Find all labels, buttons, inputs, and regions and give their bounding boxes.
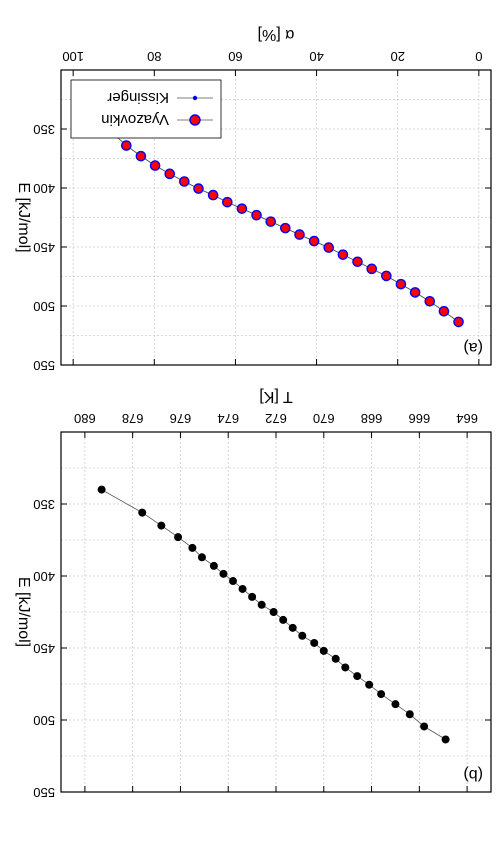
panel-b-series-0-point bbox=[197, 553, 206, 562]
panel-b-series-0-point bbox=[353, 672, 362, 681]
panel-a-x-tick-label: 20 bbox=[390, 49, 404, 64]
panel-a-legend-marker-0 bbox=[192, 95, 198, 101]
panel-a-x-tick-label: 60 bbox=[228, 49, 242, 64]
panel-b-x-tick-label: 672 bbox=[265, 411, 287, 426]
panel-b-x-tick-label: 676 bbox=[170, 411, 192, 426]
panel-a-series-1-point bbox=[352, 256, 363, 268]
panel-a-series-1-point bbox=[179, 176, 190, 187]
panel-b-y-tick-label: 450 bbox=[33, 641, 55, 656]
panel-b-series-0-point bbox=[229, 577, 237, 586]
panel-b-group: 664 666 668 670 672 674 676 678 680 T [K] 350 400 45… bbox=[15, 388, 492, 800]
panel-a-series-1-line bbox=[93, 106, 459, 323]
panel-b-series-0-point bbox=[174, 533, 183, 542]
panel-b-series-0-point bbox=[138, 508, 147, 517]
panel-a-frame bbox=[60, 69, 492, 366]
panel-b-series-0-point bbox=[279, 615, 288, 624]
panel-b-series-0-point bbox=[288, 623, 297, 632]
panel-b-series-0-point bbox=[319, 646, 328, 655]
panel-a-series-1-point bbox=[135, 150, 147, 162]
panel-a-series-1-point bbox=[149, 160, 161, 171]
panel-b-x-tick-label: 664 bbox=[456, 411, 478, 426]
panel-a-series-1-point bbox=[409, 287, 421, 298]
panel-a-series-1-point bbox=[222, 196, 233, 208]
panel-b-x-axis-title: T [K] bbox=[259, 388, 293, 405]
panel-a-y-tick-label: 350 bbox=[33, 122, 55, 137]
panel-b-y-tick-label: 400 bbox=[33, 569, 55, 584]
panel-a-series-1-point bbox=[236, 203, 248, 214]
panel-a-series-1-point bbox=[265, 216, 277, 227]
panel-a-series-1-point bbox=[323, 242, 335, 253]
panel-a-series-1-point bbox=[251, 209, 262, 221]
panel-a-y-tick-label: 450 bbox=[33, 240, 55, 255]
panel-b-series-0-point bbox=[420, 722, 429, 731]
panel-b-x-tick-label: 680 bbox=[74, 411, 96, 426]
panel-b-x-tick-label: 666 bbox=[408, 411, 430, 426]
panel-b-series-0-point bbox=[405, 710, 414, 719]
panel-a-series-1-point bbox=[164, 168, 176, 180]
panel-b-series-0-point bbox=[391, 700, 400, 709]
panel-a-x-tick-label: 0 bbox=[475, 49, 482, 64]
panel-b-series-0-point bbox=[257, 600, 266, 609]
panel-b-series-0-point bbox=[310, 638, 319, 647]
panel-b-series-0-point bbox=[209, 561, 218, 570]
panel-b-x-tick-label: 668 bbox=[361, 411, 383, 426]
panel-b-series-0-point bbox=[188, 543, 197, 552]
panel-b-series-0-point bbox=[377, 690, 386, 699]
panel-b-x-tick-label: 678 bbox=[122, 411, 144, 426]
panel-b-series-0-point bbox=[441, 735, 450, 744]
panel-b-series-0-point bbox=[97, 485, 106, 494]
panel-a-series-0-line bbox=[93, 106, 459, 323]
panel-a-x-tick-label: 80 bbox=[147, 49, 161, 64]
panel-a-series-1-point bbox=[207, 189, 219, 201]
panel-a-series-1-point bbox=[280, 222, 291, 234]
panel-a-series-1-point bbox=[308, 235, 320, 247]
panel-b-series-0-point bbox=[269, 608, 278, 616]
panel-b-y-tick-label: 550 bbox=[33, 785, 55, 800]
panel-b-series-0-point bbox=[298, 631, 307, 640]
panel-b-series-0-point bbox=[331, 654, 340, 663]
panel-a-series-1-point bbox=[121, 140, 132, 151]
panel-b-x-tick-label: 670 bbox=[313, 411, 335, 426]
panel-b-series-0-point bbox=[248, 592, 257, 601]
panel-b-panel-tag: (b) bbox=[463, 766, 483, 783]
panel-a-legend-marker-1 bbox=[189, 114, 201, 126]
panel-a-panel-tag: (a) bbox=[463, 339, 483, 356]
panel-b-y-axis-title: E [kJ/mol] bbox=[15, 577, 32, 647]
panel-b-series-0-point bbox=[238, 584, 247, 593]
panel-a-legend-box bbox=[70, 79, 222, 139]
panel-a-series-1-point bbox=[395, 278, 407, 290]
panel-b-series-0-point bbox=[365, 680, 374, 689]
panel-a-series-1-point bbox=[337, 249, 349, 260]
panel-a-x-axis-title: α [%] bbox=[258, 26, 295, 43]
panel-a-y-tick-label: 500 bbox=[33, 299, 55, 314]
panel-a-series-1-point bbox=[381, 270, 392, 282]
panel-a-x-tick-label: 100 bbox=[62, 49, 84, 64]
panel-a-legend: Vyazovkin Kissinger bbox=[70, 79, 222, 139]
panel-a-series-1-point bbox=[453, 316, 464, 328]
panel-a-x-tick-label: 40 bbox=[309, 49, 323, 64]
panel-b-x-tick-label: 674 bbox=[217, 411, 239, 426]
panel-a-series-1-point bbox=[193, 183, 204, 194]
panel-b-series-0-point bbox=[341, 663, 350, 672]
panel-a-y-tick-label: 400 bbox=[33, 181, 55, 196]
panel-a-series-1-point bbox=[424, 295, 436, 307]
panel-a-y-tick-label: 550 bbox=[33, 358, 55, 373]
panel-a-series-1-point bbox=[366, 263, 378, 275]
panel-a-series-1-point bbox=[438, 306, 450, 317]
panel-b-series-0-point bbox=[157, 521, 166, 530]
panel-a-group: 0 20 40 60 80 100 α [%] 350 400 450 500 550 E [kJ/mo… bbox=[15, 26, 492, 373]
panel-a-y-axis-title: E [kJ/mol] bbox=[15, 182, 32, 252]
panel-b-y-tick-label: 500 bbox=[33, 713, 55, 728]
panel-b-y-tick-label: 350 bbox=[33, 497, 55, 512]
panel-a-legend-label-0: Kissinger bbox=[107, 89, 169, 106]
panel-a-series-1-point bbox=[294, 229, 305, 240]
panel-b-series-0-point bbox=[219, 569, 228, 578]
panel-a-legend-label-1: Vyazovkin bbox=[101, 111, 169, 128]
